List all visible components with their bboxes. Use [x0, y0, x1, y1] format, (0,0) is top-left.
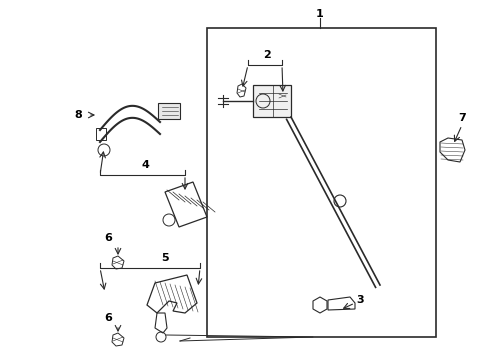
Text: 6: 6 — [104, 313, 112, 323]
Bar — [252, 85, 290, 117]
Bar — [206, 28, 435, 337]
Text: 7: 7 — [457, 113, 465, 123]
Bar — [158, 103, 180, 119]
Text: 2: 2 — [263, 50, 270, 60]
Text: 4: 4 — [141, 160, 149, 170]
Text: 8: 8 — [74, 110, 81, 120]
Text: 5: 5 — [161, 253, 168, 263]
Text: 1: 1 — [315, 9, 323, 19]
Bar — [96, 128, 106, 140]
Text: 6: 6 — [104, 233, 112, 243]
Text: 3: 3 — [355, 295, 363, 305]
